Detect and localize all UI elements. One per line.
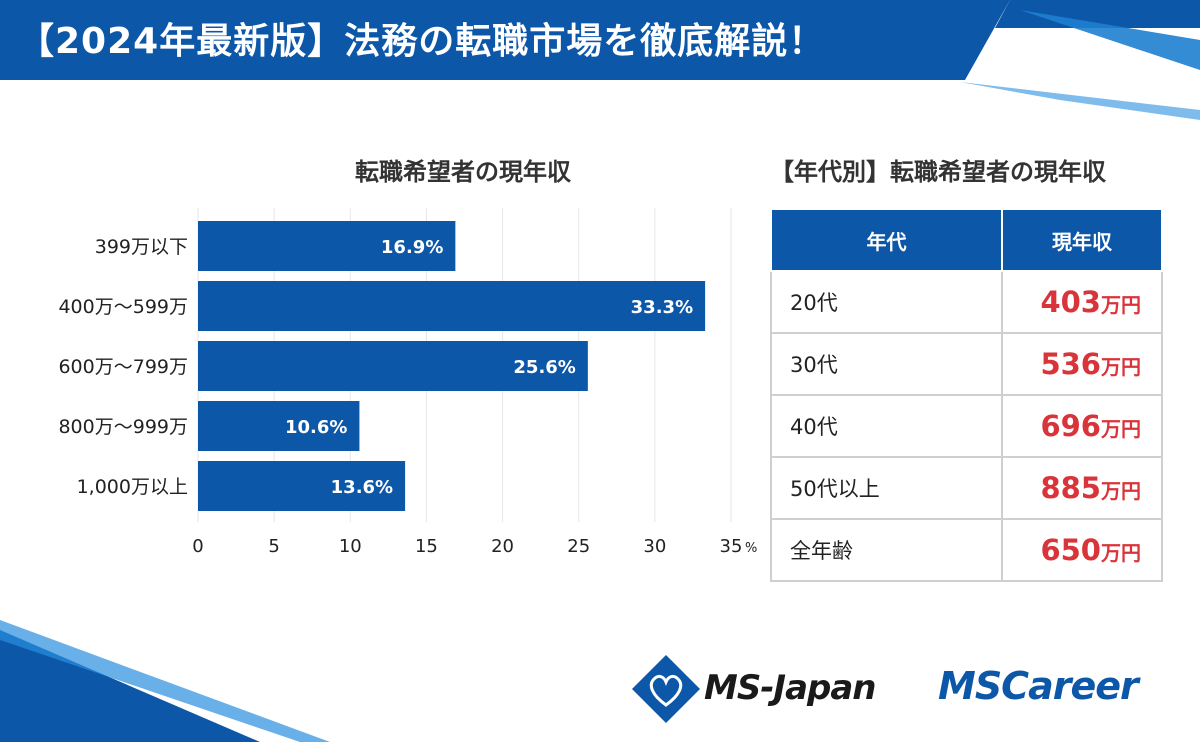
bar-value-label: 13.6% (331, 477, 393, 498)
salary-unit: 万円 (1101, 355, 1141, 379)
table-row: 全年齢 650万円 (770, 518, 1163, 582)
salary-amount: 885 (1040, 471, 1101, 505)
ms-japan-logo-text: MS-Japan (704, 668, 877, 708)
bar-value-label: 25.6% (513, 357, 575, 378)
salary-by-age-table: 年代 現年収 20代 403万円 30代 536万円 40代 696万円 50代以上 885万… (770, 208, 1163, 582)
salary-unit: 万円 (1101, 417, 1141, 441)
salary-cell: 403万円 (1001, 270, 1163, 334)
age-group-cell: 40代 (770, 394, 1003, 458)
bar (198, 401, 360, 451)
salary-cell: 536万円 (1001, 332, 1163, 396)
header-salary: 現年収 (1001, 208, 1163, 272)
bar (198, 281, 706, 331)
category-label: 1,000万以上 (77, 476, 188, 498)
category-label: 400万～599万 (58, 296, 188, 318)
x-tick-label: 0 (192, 536, 203, 557)
bar (198, 221, 456, 271)
age-group-cell: 50代以上 (770, 456, 1003, 520)
page-title: 【2024年最新版】法務の転職市場を徹底解説！ (18, 21, 826, 62)
header-banner: 【2024年最新版】法務の転職市場を徹底解説！ (0, 0, 1200, 120)
salary-unit: 万円 (1101, 479, 1141, 503)
salary-cell: 696万円 (1001, 394, 1163, 458)
category-label: 399万以下 (95, 236, 188, 258)
category-label: 600万～799万 (58, 356, 188, 378)
age-group-cell: 全年齢 (770, 518, 1003, 582)
salary-amount: 403 (1040, 285, 1101, 319)
salary-unit: 万円 (1101, 293, 1141, 317)
x-tick-label: 20 (491, 536, 514, 557)
salary-cell: 885万円 (1001, 456, 1163, 520)
bar (198, 341, 588, 391)
table-row: 50代以上 885万円 (770, 456, 1163, 520)
category-label: 800万～999万 (58, 416, 188, 438)
header-age: 年代 (770, 208, 1003, 272)
table-header-row: 年代 現年収 (770, 208, 1163, 272)
table-row: 40代 696万円 (770, 394, 1163, 458)
salary-amount: 696 (1040, 409, 1101, 443)
bar-chart: 399万以下 16.9% 400万～599万 33.3% 600万～799万 25.6% 8… (58, 208, 757, 557)
salary-cell: 650万円 (1001, 518, 1163, 582)
x-unit-label: % (745, 541, 757, 556)
bar (198, 461, 406, 511)
x-tick-label: 30 (643, 536, 666, 557)
x-tick-label: 35 (720, 536, 743, 557)
table-row: 30代 536万円 (770, 332, 1163, 396)
age-group-cell: 30代 (770, 332, 1003, 396)
ms-career-logo-text: MSCareer (938, 664, 1139, 708)
bar-value-label: 33.3% (631, 297, 693, 318)
x-tick-label: 15 (415, 536, 438, 557)
x-tick-label: 10 (339, 536, 362, 557)
table-title: 【年代別】転職希望者の現年収 (770, 158, 1106, 186)
table-row: 20代 403万円 (770, 270, 1163, 334)
salary-amount: 536 (1040, 347, 1101, 381)
salary-amount: 650 (1040, 533, 1101, 567)
x-tick-label: 5 (268, 536, 279, 557)
footer-decoration (0, 620, 330, 742)
chart-title: 転職希望者の現年収 (355, 158, 571, 186)
bar-value-label: 10.6% (285, 417, 347, 438)
bar-value-label: 16.9% (381, 237, 443, 258)
banner-background (0, 0, 1200, 120)
ms-japan-logo-icon (632, 655, 700, 723)
x-tick-label: 25 (567, 536, 590, 557)
salary-unit: 万円 (1101, 541, 1141, 565)
age-group-cell: 20代 (770, 270, 1003, 334)
